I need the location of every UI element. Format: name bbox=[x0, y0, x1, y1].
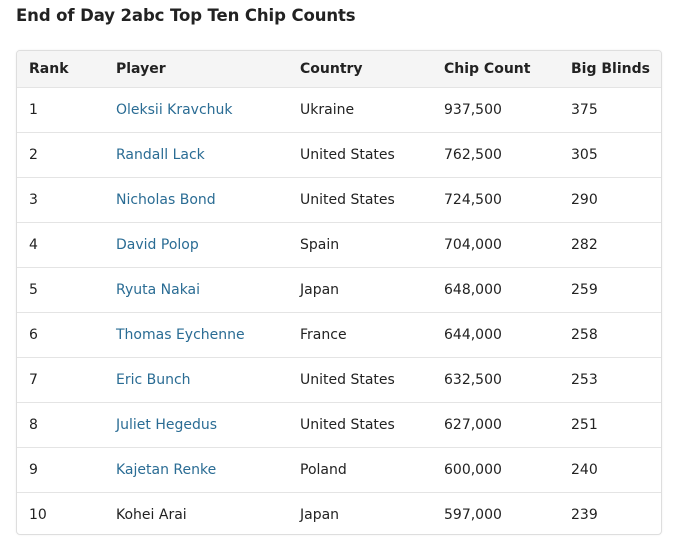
chip-count-cell: 648,000 bbox=[444, 281, 502, 298]
big-blinds-cell: 282 bbox=[571, 236, 598, 253]
player-link[interactable]: Randall Lack bbox=[116, 146, 205, 163]
rank-cell: 7 bbox=[29, 371, 38, 388]
big-blinds-cell: 240 bbox=[571, 461, 598, 478]
rank-cell: 8 bbox=[29, 416, 38, 433]
table-row: 7 Eric Bunch United States 632,500 253 bbox=[17, 357, 661, 402]
rank-cell: 6 bbox=[29, 326, 38, 343]
big-blinds-cell: 305 bbox=[571, 146, 598, 163]
country-cell: Japan bbox=[300, 506, 340, 523]
rank-cell: 5 bbox=[29, 281, 38, 298]
chip-count-cell: 597,000 bbox=[444, 506, 502, 523]
player-link[interactable]: Thomas Eychenne bbox=[116, 326, 245, 343]
rank-cell: 1 bbox=[29, 101, 38, 118]
country-cell: United States bbox=[300, 146, 395, 163]
table-row: 5 Ryuta Nakai Japan 648,000 259 bbox=[17, 267, 661, 312]
rank-cell: 4 bbox=[29, 236, 38, 253]
chip-count-cell: 724,500 bbox=[444, 191, 502, 208]
chip-count-cell: 762,500 bbox=[444, 146, 502, 163]
column-header-rank: Rank bbox=[29, 60, 69, 77]
table-row: 4 David Polop Spain 704,000 282 bbox=[17, 222, 661, 267]
player-link[interactable]: Eric Bunch bbox=[116, 371, 191, 388]
rank-cell: 10 bbox=[29, 506, 47, 523]
chip-counts-table-card: Rank Player Country Chip Count Big Blind… bbox=[16, 50, 662, 535]
table-row: 1 Oleksii Kravchuk Ukraine 937,500 375 bbox=[17, 87, 661, 132]
player-name: Kohei Arai bbox=[116, 506, 187, 523]
country-cell: Ukraine bbox=[300, 101, 355, 118]
big-blinds-cell: 375 bbox=[571, 101, 598, 118]
table-row: 3 Nicholas Bond United States 724,500 29… bbox=[17, 177, 661, 222]
country-cell: France bbox=[300, 326, 347, 343]
chip-count-cell: 627,000 bbox=[444, 416, 502, 433]
big-blinds-cell: 253 bbox=[571, 371, 598, 388]
rank-cell: 9 bbox=[29, 461, 38, 478]
player-link[interactable]: Nicholas Bond bbox=[116, 191, 216, 208]
player-link[interactable]: Oleksii Kravchuk bbox=[116, 101, 233, 118]
big-blinds-cell: 290 bbox=[571, 191, 598, 208]
table-row: 9 Kajetan Renke Poland 600,000 240 bbox=[17, 447, 661, 492]
column-header-big-blinds: Big Blinds bbox=[571, 60, 650, 77]
table-row: 10 Kohei Arai Japan 597,000 239 bbox=[17, 492, 661, 534]
country-cell: Spain bbox=[300, 236, 340, 253]
country-cell: United States bbox=[300, 416, 395, 433]
chip-count-cell: 600,000 bbox=[444, 461, 502, 478]
player-link[interactable]: Ryuta Nakai bbox=[116, 281, 201, 298]
column-header-player: Player bbox=[116, 60, 166, 77]
table-row: 2 Randall Lack United States 762,500 305 bbox=[17, 132, 661, 177]
column-header-country: Country bbox=[300, 60, 363, 77]
table-header-row: Rank Player Country Chip Count Big Blind… bbox=[17, 51, 661, 87]
table-header: Rank Player Country Chip Count Big Blind… bbox=[17, 51, 661, 87]
player-link[interactable]: David Polop bbox=[116, 236, 199, 253]
rank-cell: 3 bbox=[29, 191, 38, 208]
big-blinds-cell: 239 bbox=[571, 506, 598, 523]
big-blinds-cell: 251 bbox=[571, 416, 598, 433]
chip-counts-table: Rank Player Country Chip Count Big Blind… bbox=[17, 51, 661, 534]
big-blinds-cell: 259 bbox=[571, 281, 598, 298]
country-cell: Japan bbox=[300, 281, 340, 298]
table-body: 1 Oleksii Kravchuk Ukraine 937,500 375 2… bbox=[17, 87, 661, 534]
player-link[interactable]: Juliet Hegedus bbox=[116, 416, 218, 433]
country-cell: United States bbox=[300, 371, 395, 388]
player-link[interactable]: Kajetan Renke bbox=[116, 461, 217, 478]
chip-count-cell: 632,500 bbox=[444, 371, 502, 388]
rank-cell: 2 bbox=[29, 146, 38, 163]
big-blinds-cell: 258 bbox=[571, 326, 598, 343]
column-header-chip-count: Chip Count bbox=[444, 60, 531, 77]
page-title: End of Day 2abc Top Ten Chip Counts bbox=[16, 6, 356, 25]
table-row: 6 Thomas Eychenne France 644,000 258 bbox=[17, 312, 661, 357]
country-cell: United States bbox=[300, 191, 395, 208]
chip-count-cell: 937,500 bbox=[444, 101, 502, 118]
chip-count-cell: 644,000 bbox=[444, 326, 502, 343]
country-cell: Poland bbox=[300, 461, 347, 478]
chip-count-cell: 704,000 bbox=[444, 236, 502, 253]
table-row: 8 Juliet Hegedus United States 627,000 2… bbox=[17, 402, 661, 447]
